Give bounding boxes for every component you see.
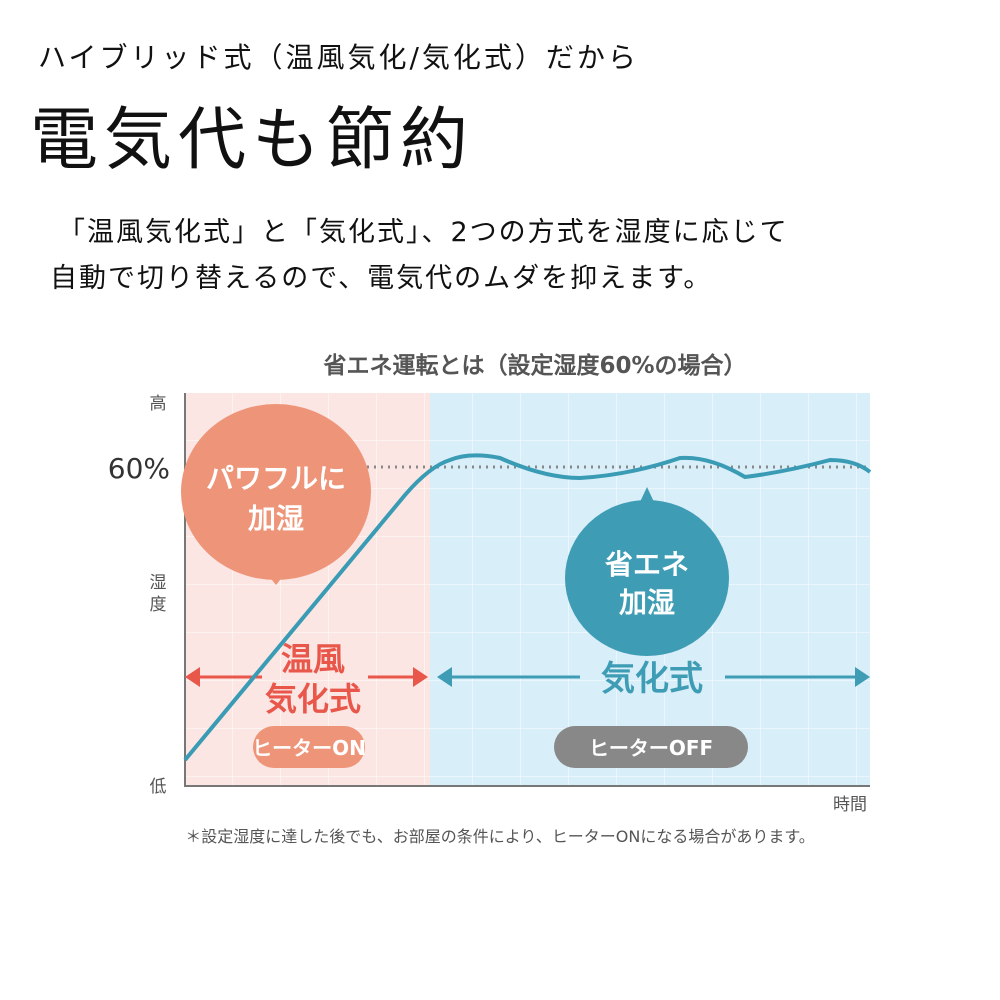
y-axis-high: 高 (150, 394, 167, 414)
bubble-text: 加湿 (619, 586, 675, 619)
evaporative-mode-label: 気化式 (601, 659, 703, 699)
y-axis-label-1: 湿 (150, 573, 167, 593)
heater-off-badge (554, 726, 748, 768)
heater-off-text: ヒーターOFF (589, 736, 713, 760)
diagram-title: 省エネ運転とは（設定湿度60%の場合） (322, 352, 746, 379)
bubble-text: 省エネ (605, 548, 689, 581)
headline: 電気代も節約 (30, 101, 475, 180)
description-line-2: 自動で切り替えるので、電気代のムダを抑えます。 (50, 263, 713, 294)
hot-air-mode-label-2: 気化式 (265, 680, 361, 718)
setpoint-label: 60% (108, 452, 170, 485)
description-line-1: 「温風気化式」と「気化式」、2つの方式を湿度に応じて (58, 217, 789, 248)
y-axis-low: 低 (150, 777, 167, 797)
heater-on-text: ヒーターON (252, 736, 366, 760)
hot-air-mode-label-1: 温風 (281, 640, 345, 678)
footnote: ＊設定湿度に達した後でも、お部屋の条件により、ヒーターONになる場合があります。 (185, 827, 815, 846)
powerful-humidify-bubble: パワフルに 加湿 (181, 404, 371, 585)
eco-humidify-bubble: 省エネ 加湿 (565, 487, 729, 656)
bubble-text: 加湿 (248, 502, 304, 535)
x-axis-label: 時間 (833, 795, 867, 815)
y-axis-label-2: 度 (150, 595, 167, 615)
evaporative-mode-arrow (437, 667, 870, 687)
hot-air-mode-arrow (185, 667, 428, 687)
heater-on-badge (253, 726, 365, 768)
humidity-curve (183, 453, 872, 762)
bubble-text: パワフルに (206, 462, 346, 495)
subtitle: ハイブリッド式（温風気化/気化式）だから (38, 41, 639, 74)
